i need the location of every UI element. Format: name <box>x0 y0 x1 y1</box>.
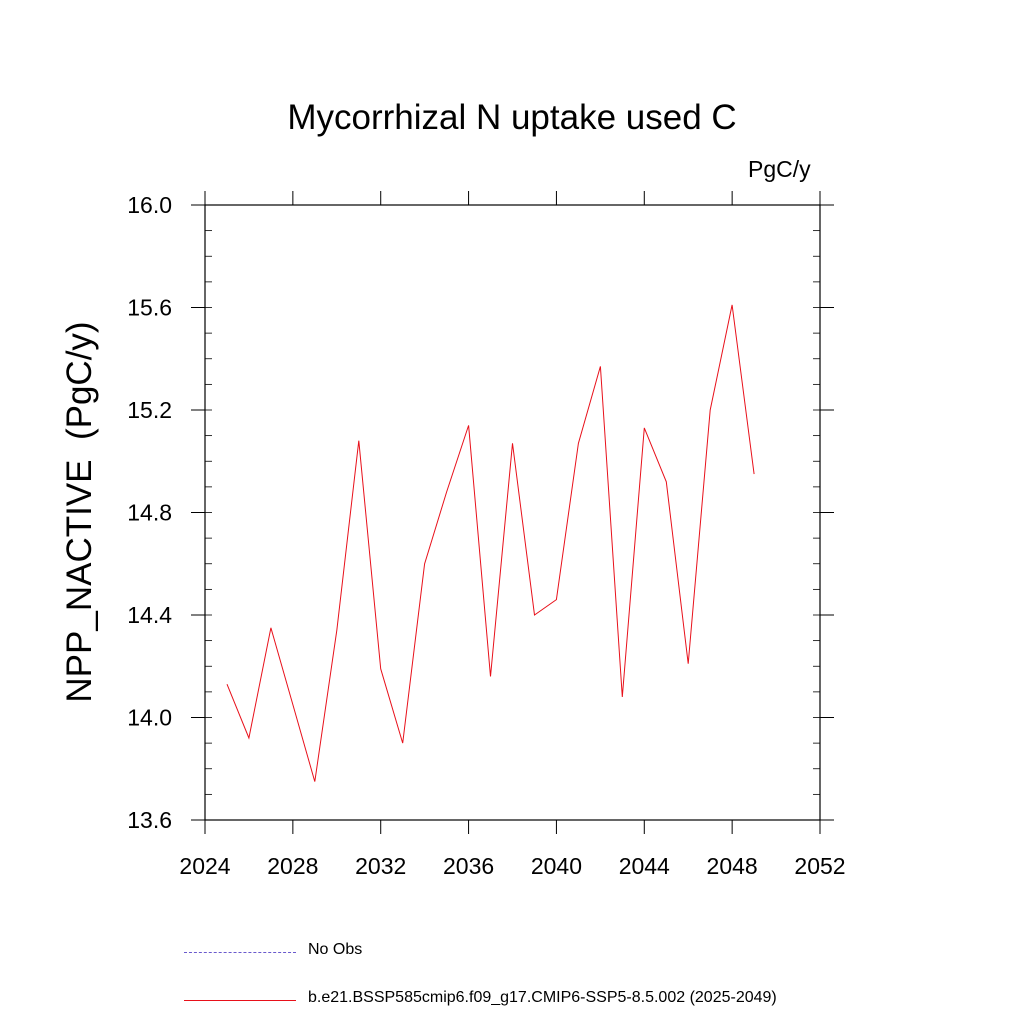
x-tick-label: 2052 <box>794 853 845 879</box>
series-group <box>226 304 755 782</box>
series-line <box>226 304 755 782</box>
legend-label: b.e21.BSSP585cmip6.f09_g17.CMIP6-SSP5-8.… <box>308 989 777 1006</box>
y-tick-label: 14.0 <box>127 705 172 731</box>
legend-label: No Obs <box>308 941 363 958</box>
chart-title: Mycorrhizal N uptake used C <box>287 98 737 137</box>
y-tick-label: 13.6 <box>127 807 172 833</box>
y-tick-label: 14.8 <box>127 500 172 526</box>
axis-ticks: 2024 2028 2032 2036 2040 2044 2048 2052 13.6 14.0… <box>127 191 846 879</box>
units-label: PgC/y <box>748 156 811 182</box>
y-tick-label: 15.6 <box>127 295 172 321</box>
x-tick-label: 2048 <box>707 853 758 879</box>
x-tick-label: 2044 <box>619 853 670 879</box>
y-tick-label: 16.0 <box>127 192 172 218</box>
legend-swatch-solid <box>184 1000 296 1001</box>
legend-swatch-dashed <box>184 952 296 953</box>
x-tick-label: 2036 <box>443 853 494 879</box>
y-tick-label: 14.4 <box>127 602 172 628</box>
y-tick-label: 15.2 <box>127 397 172 423</box>
x-tick-label: 2040 <box>531 853 582 879</box>
x-tick-label: 2032 <box>355 853 406 879</box>
plot-frame <box>204 204 821 821</box>
x-tick-label: 2028 <box>267 853 318 879</box>
x-tick-label: 2024 <box>179 853 230 879</box>
